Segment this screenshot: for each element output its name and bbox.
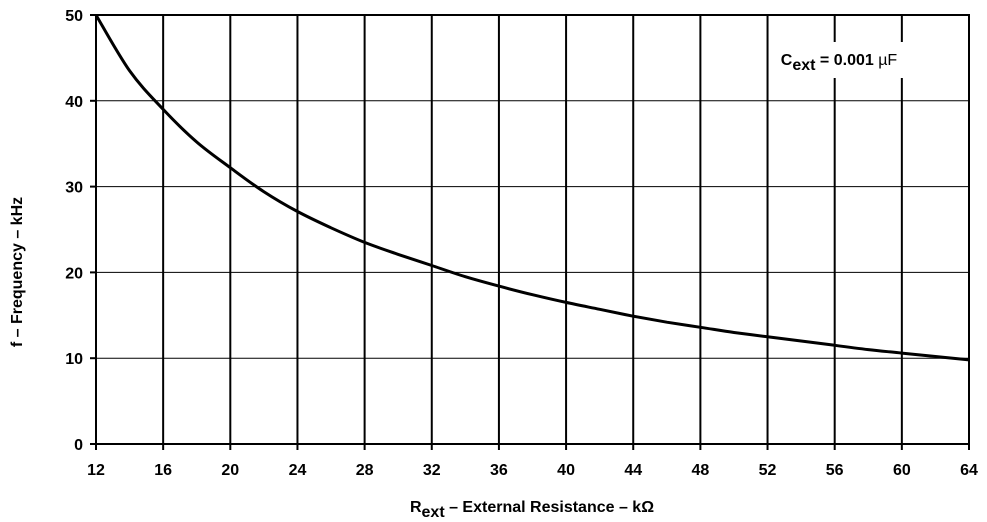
x-tick-label-52: 52	[759, 462, 777, 479]
annotation-main: C	[781, 52, 793, 69]
x-axis-label-sub: ext	[422, 504, 446, 521]
annotation-cext: Cext = 0.001 µF	[781, 52, 898, 74]
x-axis-label-main: R	[410, 499, 422, 516]
x-tick-label-28: 28	[356, 462, 374, 479]
annotation-rest: = 0.001	[815, 52, 878, 69]
grid-lines	[90, 14, 970, 450]
x-tick-label-60: 60	[893, 462, 911, 479]
x-tick-label-36: 36	[490, 462, 508, 479]
y-axis-label: f – Frequency – kHz	[9, 197, 26, 347]
x-tick-label-24: 24	[289, 462, 307, 479]
series-line-0	[94, 14, 970, 362]
x-tick-label-56: 56	[826, 462, 844, 479]
x-axis-label-rest: – External Resistance – kΩ	[445, 499, 655, 516]
plot-frame	[95, 14, 970, 445]
x-tick-label-64: 64	[960, 462, 978, 479]
x-tick-label-12: 12	[87, 462, 105, 479]
x-tick-label-48: 48	[691, 462, 709, 479]
x-tick-label-40: 40	[557, 462, 575, 479]
y-tick-labels: 0 10 20 30 40 50	[65, 8, 83, 454]
x-tick-label-32: 32	[423, 462, 441, 479]
x-tick-labels: 12 16 20 24 28 32 36 40 44 48 52 56 60 64	[87, 462, 978, 479]
x-axis-label: Rext – External Resistance – kΩ	[410, 499, 654, 521]
annotation-unit: µF	[878, 52, 897, 69]
y-tick-label-50: 50	[65, 8, 83, 25]
y-tick-label-10: 10	[65, 351, 83, 368]
x-tick-label-20: 20	[221, 462, 239, 479]
annotation-sub: ext	[792, 57, 816, 74]
x-tick-label-16: 16	[154, 462, 172, 479]
y-tick-label-0: 0	[74, 437, 83, 454]
y-tick-label-30: 30	[65, 180, 83, 197]
series-layer	[94, 14, 970, 362]
y-tick-label-40: 40	[65, 94, 83, 111]
x-tick-label-44: 44	[624, 462, 642, 479]
annotation-box	[772, 42, 906, 78]
y-tick-label-20: 20	[65, 265, 83, 282]
